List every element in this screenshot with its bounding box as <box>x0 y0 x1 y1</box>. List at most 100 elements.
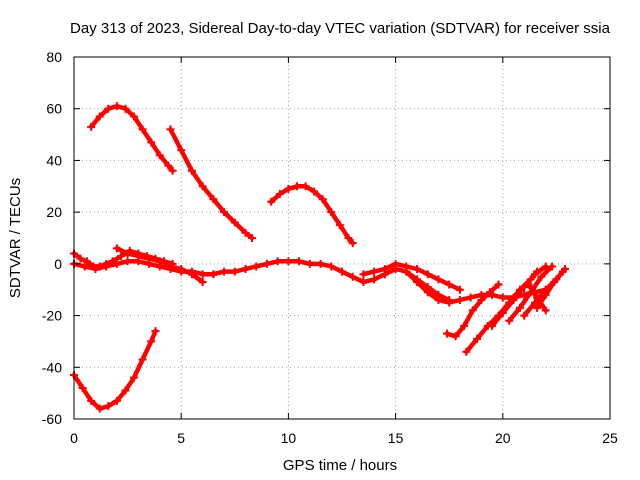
data-point <box>95 112 104 121</box>
data-point <box>275 190 284 199</box>
y-axis-label: SDTVAR / TECUs <box>7 178 24 298</box>
data-point <box>541 290 550 299</box>
y-tick-label: 80 <box>46 49 62 65</box>
data-point <box>338 267 346 276</box>
data-point <box>477 296 486 305</box>
data-series <box>70 102 569 413</box>
y-tick-label: 20 <box>46 204 62 220</box>
data-point <box>209 270 218 279</box>
data-point <box>123 257 132 266</box>
data-point <box>78 383 87 392</box>
data-point <box>462 347 471 356</box>
data-point <box>533 303 542 312</box>
y-tick-label: 0 <box>54 256 62 272</box>
data-point <box>117 252 126 261</box>
data-point <box>130 373 139 382</box>
series-line <box>168 127 255 241</box>
x-tick-label: 20 <box>495 430 511 446</box>
y-tick-labels: -60 -40 -20 0 20 40 60 80 <box>42 49 62 427</box>
data-point <box>348 272 357 281</box>
data-point <box>82 257 91 266</box>
data-point <box>108 257 117 266</box>
x-axis-label: GPS time / hours <box>283 457 397 474</box>
data-point <box>316 259 325 268</box>
axis-ticks <box>73 56 611 420</box>
data-point <box>187 166 196 175</box>
data-point <box>473 334 482 343</box>
x-tick-label: 15 <box>388 430 404 446</box>
data-point <box>87 396 96 405</box>
data-point <box>541 306 550 315</box>
x-tick-label: 10 <box>281 430 297 446</box>
x-tick-label: 25 <box>602 430 618 446</box>
data-point <box>95 404 104 413</box>
data-point <box>138 125 147 134</box>
data-point <box>230 267 239 276</box>
data-point <box>147 138 156 147</box>
data-point <box>370 275 379 284</box>
data-point <box>550 277 559 286</box>
data-point <box>262 259 271 268</box>
x-tick-labels: 0 5 10 15 20 25 <box>70 430 618 446</box>
data-point <box>460 321 469 330</box>
data-point <box>123 249 132 258</box>
data-point <box>505 316 514 325</box>
data-point <box>273 257 282 266</box>
data-point <box>104 402 113 411</box>
data-point <box>87 122 96 131</box>
data-point <box>485 288 494 297</box>
data-point <box>168 166 177 175</box>
series-drop-1 <box>524 280 550 315</box>
data-point <box>520 311 529 320</box>
data-point <box>102 259 111 268</box>
data-point <box>166 262 175 271</box>
data-point <box>520 283 529 292</box>
data-point <box>455 296 464 305</box>
data-point <box>515 303 524 312</box>
data-point <box>548 262 557 271</box>
grid <box>74 57 610 419</box>
series-arc-bottom-left <box>70 327 160 413</box>
data-point <box>413 265 422 274</box>
data-point <box>443 329 452 338</box>
data-point <box>445 298 454 307</box>
data-point <box>209 195 218 204</box>
data-point <box>423 270 432 279</box>
data-point <box>145 254 154 263</box>
data-point <box>327 208 336 217</box>
data-point <box>284 184 293 193</box>
series-line <box>489 264 548 329</box>
data-point <box>247 234 256 242</box>
data-point <box>466 293 475 302</box>
data-point <box>434 275 443 284</box>
data-point <box>230 218 239 227</box>
data-point <box>177 265 186 274</box>
data-point <box>112 102 121 111</box>
data-point <box>112 396 121 405</box>
data-point <box>220 267 229 276</box>
data-point <box>187 270 196 279</box>
data-point <box>166 125 175 134</box>
data-point <box>445 280 454 289</box>
data-point <box>198 277 207 286</box>
data-point <box>318 195 327 204</box>
data-point <box>423 288 432 297</box>
data-point <box>413 277 422 286</box>
data-point <box>295 257 304 266</box>
data-point <box>468 306 477 315</box>
series-line <box>361 261 463 292</box>
data-point <box>359 277 368 286</box>
data-point <box>151 327 160 336</box>
series-line <box>71 328 158 411</box>
data-point <box>498 293 507 302</box>
data-point <box>451 332 460 341</box>
data-point <box>155 151 164 160</box>
data-point <box>112 244 121 253</box>
data-point <box>305 259 314 268</box>
data-point <box>488 321 497 330</box>
data-point <box>537 272 546 281</box>
data-point <box>530 298 539 307</box>
data-point <box>198 270 207 279</box>
series-band-late-a <box>359 259 464 294</box>
